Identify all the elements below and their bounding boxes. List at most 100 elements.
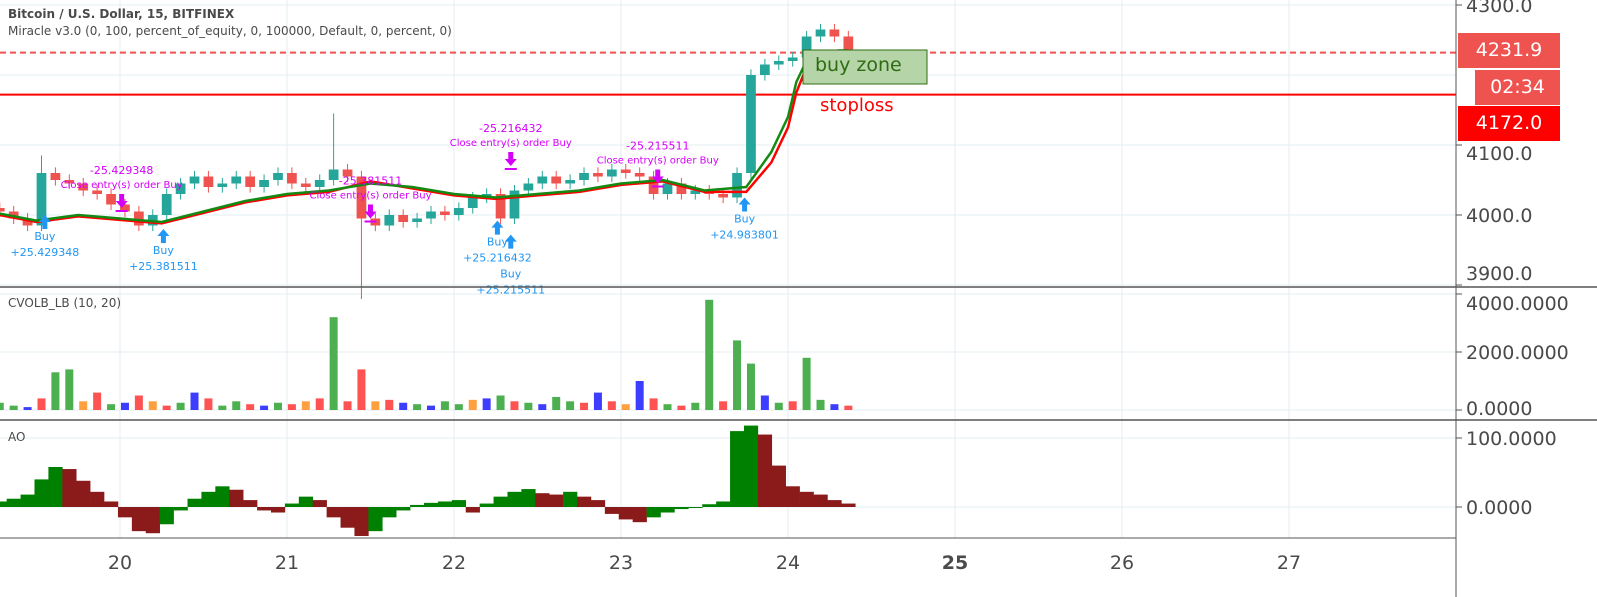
candle-body [92,190,103,194]
arrow-down-icon [364,204,377,223]
candle-body [634,173,645,177]
ao-bar [660,507,675,513]
ao-bar [257,507,272,511]
moving-average-line [0,51,849,225]
candle-body [718,194,729,198]
candle-body [509,190,520,219]
close-marker: Close entry(s) order Buy -25.429348 [61,164,183,212]
volume-bar [580,402,589,410]
ao-bar [688,507,703,508]
arrow-up-icon [157,229,170,243]
ao-bar [410,504,425,507]
trade-value: -25.216432 [479,122,542,135]
candle-body [760,64,770,75]
ao-bar [507,491,522,507]
volume-bar [218,405,227,410]
candle-body [64,180,75,184]
symbol-title: Bitcoin / U.S. Dollar, 15, BITFINEX [8,7,235,21]
trade-value: +25.429348 [10,246,79,259]
ao-bar [771,465,786,507]
candle-body [175,183,186,194]
volume-bar [496,395,505,410]
buy-marker: Buy +25.429348 [10,215,79,259]
candle-body [161,194,172,215]
strategy-legend[interactable]: Miracle v3.0 (0, 100, percent_of_equity,… [8,24,452,38]
ao-bar [841,503,856,507]
candle-body [342,169,353,177]
volume-bar [705,299,714,410]
trade-value: +25.381511 [129,260,198,273]
buy-zone-rectangle[interactable] [802,49,928,85]
volume-bar [663,404,672,410]
ao-bar [187,498,202,507]
trade-label: Close entry(s) order Buy [61,180,183,191]
time-tick-label: 22 [442,552,466,574]
arrow-down-icon [504,152,517,170]
moving-averages [0,49,849,225]
close-marker: Close entry(s) order Buy -25.215511 [597,140,719,188]
volume-bar [120,402,129,410]
ao-bar [48,466,63,507]
ao-bar [521,489,536,507]
candle-body [134,211,144,226]
candle-body [815,29,826,37]
arrow-up-icon [738,197,751,212]
volume-bar [468,399,477,410]
horizontal-lines[interactable] [0,51,1456,96]
candle-body [690,190,701,194]
volume-bar [413,404,422,410]
volume-bar [538,404,547,410]
ao-bar [465,507,480,513]
volume-bar [788,401,797,410]
ao-bar [354,507,369,536]
ao-bar [424,502,439,507]
volume-bar [134,395,143,410]
candle-body [579,173,589,180]
time-tick-label: 20 [108,552,132,574]
last-price-tag: 4231.9 [1458,33,1560,68]
volume-bar [691,402,700,410]
volume-tick-label: 4000.0000 [1466,293,1569,315]
trade-label: Close entry(s) order Buy [450,138,572,149]
price-tick-label: 4300.0 [1466,0,1532,17]
volume-bar [0,402,4,410]
candle-body [426,211,436,219]
ao-bar [284,503,300,507]
ao-bar [312,500,327,507]
candle-body [300,183,311,187]
buy-zone-label: buy zone [815,54,902,76]
volume-bar [830,404,839,410]
ao-bar [298,496,314,507]
countdown-tag: 02:34 [1475,70,1560,105]
volume-pane-label[interactable]: CVOLB_LB (10, 20) [8,296,122,310]
arrow-down-icon [115,194,128,212]
volume-bar [246,404,255,410]
ao-bar [396,507,411,511]
ao-pane-label[interactable]: AO [8,430,26,444]
ao-bar [479,503,494,507]
ao-bar [590,500,606,507]
candle-body [746,75,756,173]
candle-body [245,176,256,187]
time-tick-label: 21 [275,552,299,574]
volume-bar [315,398,324,410]
grid [0,0,1456,538]
candle-body [217,183,228,187]
volume-bar [649,398,658,410]
candle-body [620,169,631,173]
ao-bar [702,504,717,507]
arrow-up-icon [38,215,51,229]
volume-bar [204,398,213,410]
volume-bar [552,396,561,410]
ao-bar [730,431,745,507]
trade-value: +25.216432 [463,252,532,265]
buy-marker: Buy +25.381511 [129,229,198,273]
candle-body [843,36,854,53]
candle-body [106,194,116,205]
candle-body [440,211,450,215]
candle-body [384,215,395,226]
ao-bar [6,498,21,507]
ao-bar [117,507,133,518]
